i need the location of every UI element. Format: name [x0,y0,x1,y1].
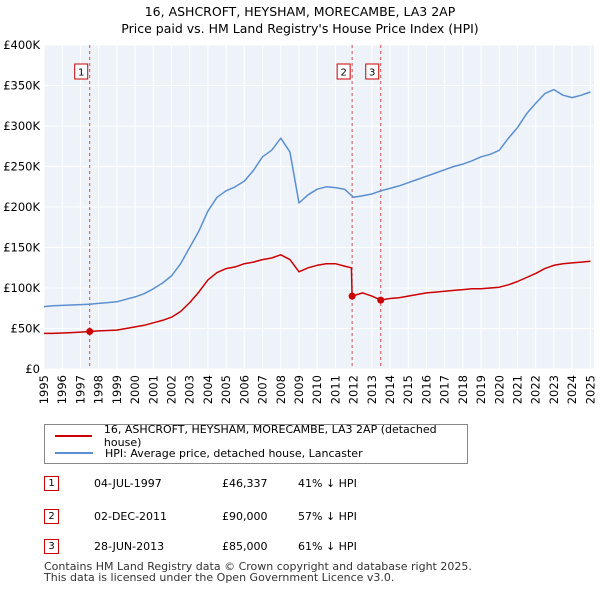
transaction-date: 02-DEC-2011 [94,510,168,523]
series-line-property [44,254,591,335]
x-tick-label: 2011 [328,375,342,404]
sale-label-box [74,63,89,80]
chart-title: 16, ASHCROFT, HEYSHAM, MORECAMBE, LA3 2A… [144,4,456,19]
legend-swatch-hpi [55,452,93,454]
y-tick-label: £150K [3,241,40,255]
x-tick-label: 2001 [146,375,160,404]
x-tick-label: 2025 [583,375,597,404]
transaction-hpi-diff: 61% ↓ HPI [298,540,357,553]
table-row: 1 04-JUL-1997 £46,337 41% ↓ HPI [44,474,444,496]
y-tick-label: £100K [3,281,40,295]
legend-swatch-property [55,435,92,437]
x-tick-label: 2013 [365,375,379,404]
x-tick-label: 2004 [201,375,215,404]
x-tick-label: 2021 [511,375,525,404]
sale-point [86,327,94,335]
x-tick-label: 2002 [164,375,178,404]
x-tick-label: 1998 [92,375,106,404]
x-tick-label: 1996 [55,375,69,404]
x-tick-label: 2007 [256,375,270,404]
transaction-number-badge: 2 [44,509,59,524]
legend-label-property: 16, ASHCROFT, HEYSHAM, MORECAMBE, LA3 2A… [103,423,437,449]
sale-label: 2 [340,68,346,79]
x-tick-label: 2000 [128,375,142,404]
sale-label-box [336,63,351,80]
y-tick-label: £50K [11,322,41,336]
transaction-price: £90,000 [222,510,268,523]
chart-area: £0 £50K £100K £150K £200K £250K £300K £350K £400… [3,38,597,404]
x-tick-label: 2005 [219,375,233,404]
x-tick-label: 2014 [383,375,397,404]
sale-label-box [365,63,380,80]
x-tick-label: 2015 [401,375,415,404]
legend: 16, ASHCROFT, HEYSHAM, MORECAMBE, LA3 2A… [44,423,468,464]
y-tick-label: £400K [3,38,40,52]
x-tick-label: 2009 [292,375,306,404]
x-tick-label: 1995 [37,375,51,404]
table-row: 3 28-JUN-2013 £85,000 61% ↓ HPI [44,537,444,559]
x-tick-label: 2023 [547,375,561,404]
x-tick-label: 1999 [110,375,124,404]
sale-label: 3 [369,68,375,79]
y-tick-label: £250K [3,160,40,174]
transaction-price: £85,000 [222,540,268,553]
sale-label: 1 [78,68,84,79]
transaction-hpi-diff: 57% ↓ HPI [298,510,357,523]
x-tick-label: 2019 [474,375,488,404]
x-tick-label: 2016 [419,375,433,404]
legend-item-property: 16, ASHCROFT, HEYSHAM, MORECAMBE, LA3 2A… [55,423,467,449]
chart-title-block: 16, ASHCROFT, HEYSHAM, MORECAMBE, LA3 2A… [0,3,600,37]
transaction-date: 04-JUL-1997 [94,477,162,490]
transaction-date: 28-JUN-2013 [94,540,165,553]
x-tick-label: 2017 [438,375,452,404]
legend-item-hpi: HPI: Average price, detached house, Lanc… [55,445,363,461]
footer-attribution: Contains HM Land Registry data © Crown c… [44,561,472,583]
transaction-number-badge: 3 [44,539,59,554]
y-tick-label: £300K [3,119,40,133]
x-tick-label: 2022 [529,375,543,404]
x-tick-label: 2003 [183,375,197,404]
x-tick-label: 2006 [237,375,251,404]
transaction-hpi-diff: 41% ↓ HPI [298,477,357,490]
x-tick-label: 2012 [347,375,361,404]
table-row: 2 02-DEC-2011 £90,000 57% ↓ HPI [44,507,444,529]
series-line-hpi [43,88,591,308]
x-tick-label: 2008 [274,375,288,404]
x-tick-label: 2010 [310,375,324,404]
sale-point [377,296,385,304]
y-tick-label: £350K [3,79,40,93]
sale-point [348,292,356,300]
legend-label-hpi: HPI: Average price, detached house, Lanc… [105,446,363,460]
x-tick-label: 2024 [565,375,579,404]
chart-subtitle: Price paid vs. HM Land Registry's House … [121,21,479,36]
transaction-number-badge: 1 [44,476,59,491]
y-tick-label: £200K [3,200,40,214]
footer-copyright: Contains HM Land Registry data © Crown c… [44,560,472,573]
y-tick-label: £0 [25,362,40,376]
x-tick-label: 1997 [73,375,87,404]
footer-license: This data is licensed under the Open Gov… [44,571,395,584]
x-tick-label: 2020 [492,375,506,404]
transaction-price: £46,337 [222,477,268,490]
x-tick-label: 2018 [456,375,470,404]
